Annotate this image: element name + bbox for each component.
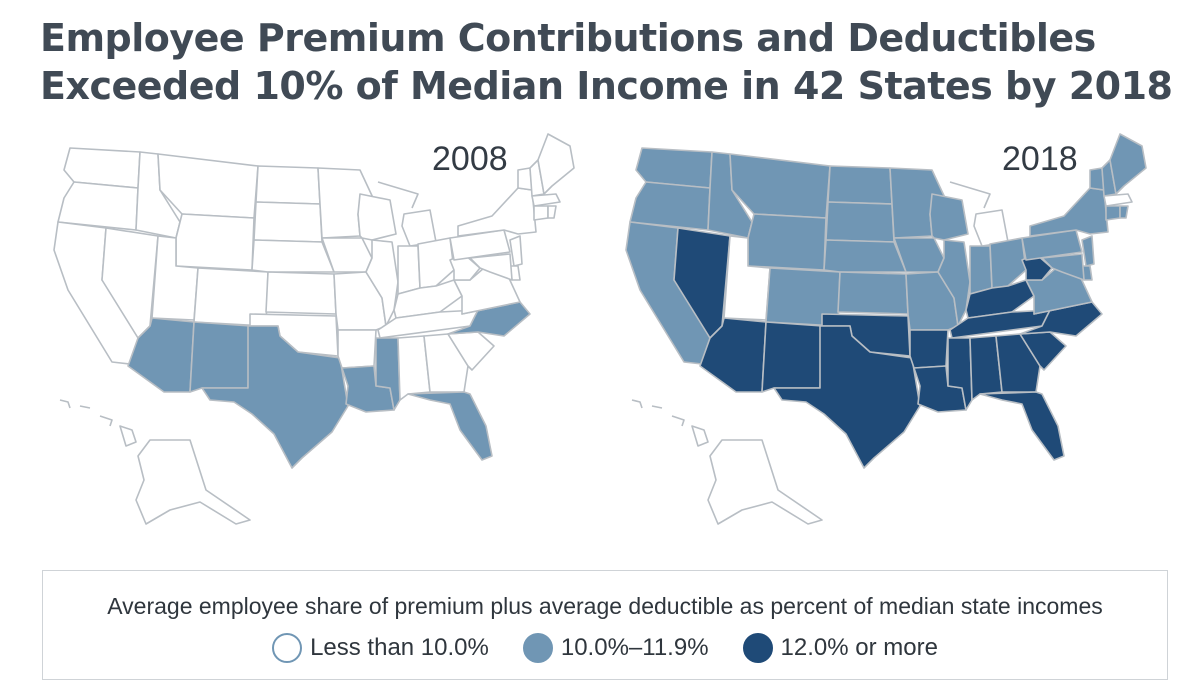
- state-ma-2008: [531, 193, 561, 207]
- legend-label-low: Less than 10.0%: [310, 634, 489, 661]
- state-ny-2018: [1029, 187, 1109, 237]
- state-in-2008: [397, 245, 421, 295]
- state-fl-2018: [979, 391, 1065, 461]
- state-oh-2018: [989, 237, 1027, 289]
- legend-item-mid: 10.0%–11.9%: [522, 633, 709, 663]
- legend-swatch-mid: [522, 633, 553, 663]
- state-nm-2008: [189, 321, 251, 393]
- state-fl-2008: [407, 391, 493, 461]
- state-wi-2018: [929, 193, 969, 241]
- state-md-2008: [469, 253, 513, 281]
- title-line-2: Exceeded 10% of Median Income in 42 Stat…: [40, 64, 1173, 108]
- legend-swatch-high: [742, 633, 773, 663]
- state-nd-2008: [255, 165, 321, 205]
- state-ar-2018: [909, 329, 949, 369]
- state-ma-2018: [1103, 193, 1133, 207]
- state-wy-2008: [175, 213, 255, 271]
- state-tx-2008: [201, 325, 349, 469]
- state-ne-2018: [823, 239, 907, 273]
- state-or-2018: [629, 181, 711, 231]
- legend-swatch-low: [272, 633, 303, 663]
- legend-label-mid: 10.0%–11.9%: [560, 634, 709, 661]
- state-sd-2018: [825, 201, 895, 243]
- legend-label-high: 12.0% or more: [780, 634, 938, 661]
- map-2008: [53, 133, 575, 525]
- map-year-2018: 2018: [1002, 140, 1078, 178]
- state-ks-2008: [265, 271, 337, 315]
- state-hi-2018: [631, 399, 709, 447]
- state-ct-2018: [1105, 205, 1121, 221]
- map-year-2008: 2008: [432, 140, 508, 178]
- state-ak-2018: [707, 439, 823, 525]
- state-nc-2008: [447, 301, 531, 337]
- state-ks-2018: [837, 271, 909, 315]
- state-me-2018: [1109, 133, 1147, 195]
- state-hi-2008: [59, 399, 137, 447]
- state-wy-2018: [747, 213, 827, 271]
- state-md-2018: [1041, 253, 1085, 281]
- state-nc-2018: [1019, 301, 1103, 337]
- legend: Average employee share of premium plus a…: [42, 570, 1168, 680]
- map-2018: [625, 133, 1147, 525]
- state-nj-2008: [509, 235, 523, 267]
- state-ne-2008: [251, 239, 335, 273]
- state-ny-2008: [457, 187, 537, 237]
- state-mt-2018: [729, 153, 831, 219]
- state-tx-2018: [773, 325, 921, 469]
- state-or-2008: [57, 181, 139, 231]
- title-line-1: Employee Premium Contributions and Deduc…: [40, 16, 1096, 60]
- legend-item-high: 12.0% or more: [742, 633, 938, 663]
- state-sd-2008: [253, 201, 323, 243]
- state-in-2018: [969, 245, 993, 295]
- state-ri-2018: [1119, 205, 1129, 219]
- state-mt-2008: [157, 153, 259, 219]
- state-nj-2018: [1081, 235, 1095, 267]
- state-ri-2008: [547, 205, 557, 219]
- state-oh-2008: [417, 237, 455, 289]
- state-nm-2018: [761, 321, 823, 393]
- state-ak-2008: [135, 439, 251, 525]
- legend-item-low: Less than 10.0%: [272, 633, 489, 663]
- state-ct-2008: [533, 205, 549, 221]
- state-nd-2018: [827, 165, 893, 205]
- state-me-2008: [537, 133, 575, 195]
- state-wi-2008: [357, 193, 397, 241]
- state-ar-2008: [337, 329, 377, 369]
- legend-items: Less than 10.0% 10.0%–11.9% 12.0% or mor…: [43, 633, 1167, 663]
- legend-title: Average employee share of premium plus a…: [107, 593, 1103, 619]
- maps-container: 2008 2018: [0, 130, 1200, 570]
- chart-title: Employee Premium Contributions and Deduc…: [40, 14, 1190, 110]
